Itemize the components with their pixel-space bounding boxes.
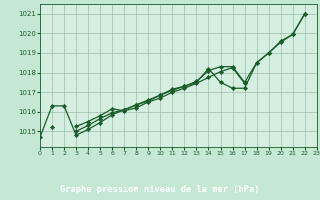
Text: Graphe pression niveau de la mer (hPa): Graphe pression niveau de la mer (hPa)	[60, 185, 260, 194]
